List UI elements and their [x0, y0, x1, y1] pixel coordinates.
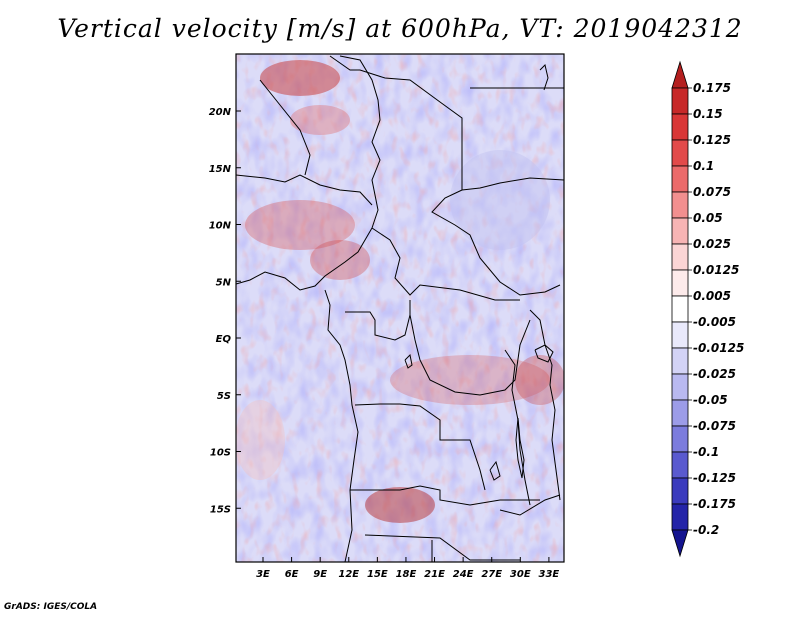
colorbar-cell [671, 269, 689, 297]
colorbar-cell [671, 165, 689, 193]
colorbar-cell [671, 425, 689, 453]
lon-tick-label: 18E [396, 569, 417, 580]
colorbar: 0.175 0.15 0.125 0.1 0.075 0.05 0.025 0.0125 0.0… [671, 60, 744, 558]
longitude-axis: 3E 6E 9E 12E 15E 18E 21E 24E 27E 30E 33E [256, 557, 559, 580]
colorbar-cell [671, 295, 689, 323]
colorbar-cell [671, 373, 689, 401]
colorbar-label: 0.005 [693, 289, 731, 303]
lon-tick-label: 24E [453, 569, 474, 580]
lat-tick-label: 5S [217, 391, 231, 402]
lon-tick-label: 6E [285, 569, 299, 580]
plot-frame [235, 53, 565, 563]
colorbar-label: 0.15 [693, 107, 723, 121]
country-borders [236, 55, 564, 562]
colorbar-label: 0.1 [693, 159, 714, 173]
colorbar-label: 0.075 [693, 185, 731, 199]
lat-tick-label: 15S [210, 504, 231, 515]
colorbar-label: 0.05 [693, 211, 723, 225]
lon-tick-label: 33E [539, 569, 560, 580]
colorbar-cell [671, 139, 689, 167]
colorbar-cell [671, 503, 689, 531]
colorbar-label: -0.1 [693, 445, 719, 459]
lon-tick-label: 3E [256, 569, 270, 580]
colorbar-label: -0.0125 [693, 341, 744, 355]
colorbar-label: 0.0125 [693, 263, 739, 277]
colorbar-cell [671, 347, 689, 375]
colorbar-cell [671, 477, 689, 505]
colorbar-label: 0.025 [693, 237, 731, 251]
colorbar-label: -0.125 [693, 471, 736, 485]
colorbar-cell [671, 451, 689, 479]
colorbar-label: -0.005 [693, 315, 736, 329]
grads-credit: GrADS: IGES/COLA [4, 602, 98, 612]
latitude-axis: 20N 15N 10N 5N EQ 5S 10S 15S [209, 107, 241, 515]
lat-tick-label: 10N [209, 221, 232, 232]
lon-tick-label: 27E [481, 569, 502, 580]
lat-tick-label: EQ [216, 334, 232, 345]
lon-tick-label: 9E [313, 569, 327, 580]
lat-tick-label: 10S [210, 448, 231, 459]
lat-tick-label: 20N [209, 107, 232, 118]
colorbar-label: -0.075 [693, 419, 736, 433]
colorbar-cell [671, 529, 689, 558]
lon-tick-label: 30E [510, 569, 531, 580]
colorbar-label: -0.05 [693, 393, 728, 407]
colorbar-cell [671, 113, 689, 141]
lon-tick-label: 12E [338, 569, 359, 580]
colorbar-label: -0.025 [693, 367, 736, 381]
colorbar-label: -0.2 [693, 523, 719, 537]
lat-tick-label: 5N [216, 277, 232, 288]
lat-tick-label: 15N [209, 164, 232, 175]
map-title: Vertical velocity [m/s] at 600hPa, VT: 2… [57, 14, 743, 43]
lon-tick-label: 15E [367, 569, 388, 580]
colorbar-cell [671, 87, 689, 115]
colorbar-label: -0.175 [693, 497, 736, 511]
colorbar-cell [671, 321, 689, 349]
vertical-velocity-field [236, 54, 564, 562]
colorbar-cell [671, 60, 689, 89]
colorbar-label: 0.175 [693, 81, 731, 95]
colorbar-cell [671, 399, 689, 427]
colorbar-cell [671, 217, 689, 245]
colorbar-label: 0.125 [693, 133, 731, 147]
colorbar-cell [671, 243, 689, 271]
colorbar-cell [671, 191, 689, 219]
lon-tick-label: 21E [424, 569, 445, 580]
